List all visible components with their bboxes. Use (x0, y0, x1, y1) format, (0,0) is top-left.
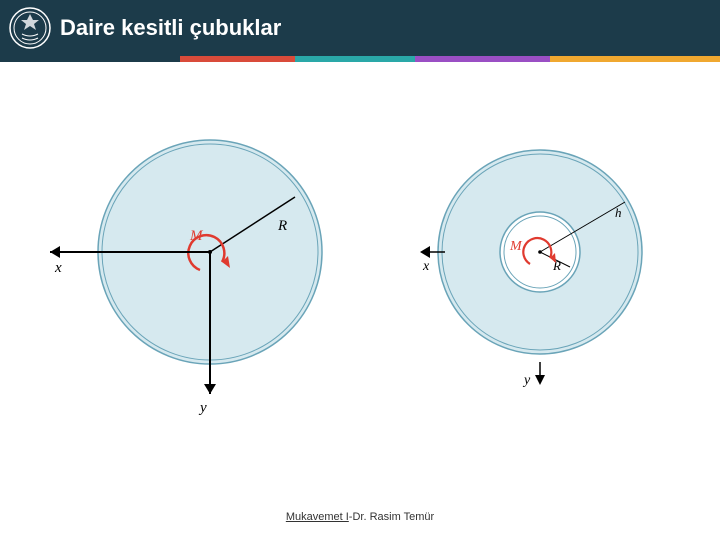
left-radius-label: R (277, 218, 287, 234)
right-y-label: y (522, 373, 531, 388)
university-logo (8, 6, 52, 50)
left-y-label: y (198, 400, 207, 416)
right-line-label: h (615, 205, 622, 220)
slide-content: R M x y h R (0, 62, 720, 502)
footer-course: Mukavemet I (286, 511, 349, 523)
left-x-label: x (54, 260, 62, 276)
right-moment-label: M (509, 239, 523, 254)
footer-author: Dr. Rasim Temür (352, 511, 434, 523)
diagrams-svg: R M x y h R (0, 62, 720, 502)
left-diagram: R M x y (50, 140, 322, 416)
right-x-label: x (422, 259, 430, 274)
slide-header: Daire kesitli çubuklar (0, 0, 720, 56)
slide-title: Daire kesitli çubuklar (60, 15, 281, 41)
right-diagram: h R M x y (420, 150, 642, 388)
left-moment-label: M (189, 228, 204, 244)
slide-footer: Mukavemet I - Dr. Rasim Temür (0, 502, 720, 532)
